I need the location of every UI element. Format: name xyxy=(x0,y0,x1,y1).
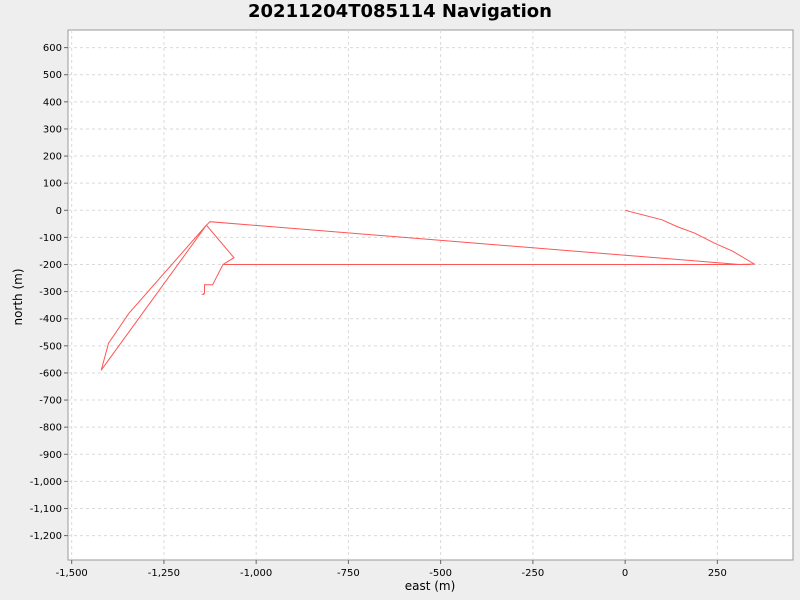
y-tick-label: -600 xyxy=(39,368,62,379)
y-tick-label: -900 xyxy=(39,450,62,461)
y-tick-label: 400 xyxy=(43,97,62,108)
y-tick-label: -1,200 xyxy=(30,531,62,542)
y-tick-label: 500 xyxy=(43,70,62,81)
x-axis-label: east (m) xyxy=(405,579,456,593)
x-tick-label: -250 xyxy=(522,568,545,579)
series-group xyxy=(100,209,757,371)
y-tick-label: 200 xyxy=(43,152,62,163)
x-tick-label: -500 xyxy=(429,568,452,579)
y-tick-label: 300 xyxy=(43,124,62,135)
plot-background xyxy=(67,29,794,561)
x-tick-label: -1,500 xyxy=(56,568,88,579)
series-line xyxy=(100,209,757,371)
y-tick-label: -400 xyxy=(39,314,62,325)
y-tick-label: 600 xyxy=(43,43,62,54)
y-tick-label: -800 xyxy=(39,423,62,434)
y-tick-label: 100 xyxy=(43,179,62,190)
y-tick-label: 0 xyxy=(56,206,62,217)
x-tick-label: 250 xyxy=(708,568,727,579)
y-tick-label: -100 xyxy=(39,233,62,244)
x-tick-label: -1,000 xyxy=(240,568,272,579)
x-tick-label: -750 xyxy=(337,568,360,579)
y-tick-label: -1,100 xyxy=(30,504,62,515)
chart-title: 20211204T085114 Navigation xyxy=(248,1,552,22)
y-tick-label: -500 xyxy=(39,341,62,352)
y-tick-label: -1,000 xyxy=(30,477,62,488)
y-axis-label: north (m) xyxy=(11,268,25,325)
x-tick-label: 0 xyxy=(622,568,628,579)
y-tick-label: -300 xyxy=(39,287,62,298)
y-tick-label: -700 xyxy=(39,396,62,407)
y-tick-label: -200 xyxy=(39,260,62,271)
axes: -1,500 -1,250 -1,000 -750 -500 -250 0 250 600 500… xyxy=(30,43,727,579)
x-tick-label: -1,250 xyxy=(148,568,180,579)
